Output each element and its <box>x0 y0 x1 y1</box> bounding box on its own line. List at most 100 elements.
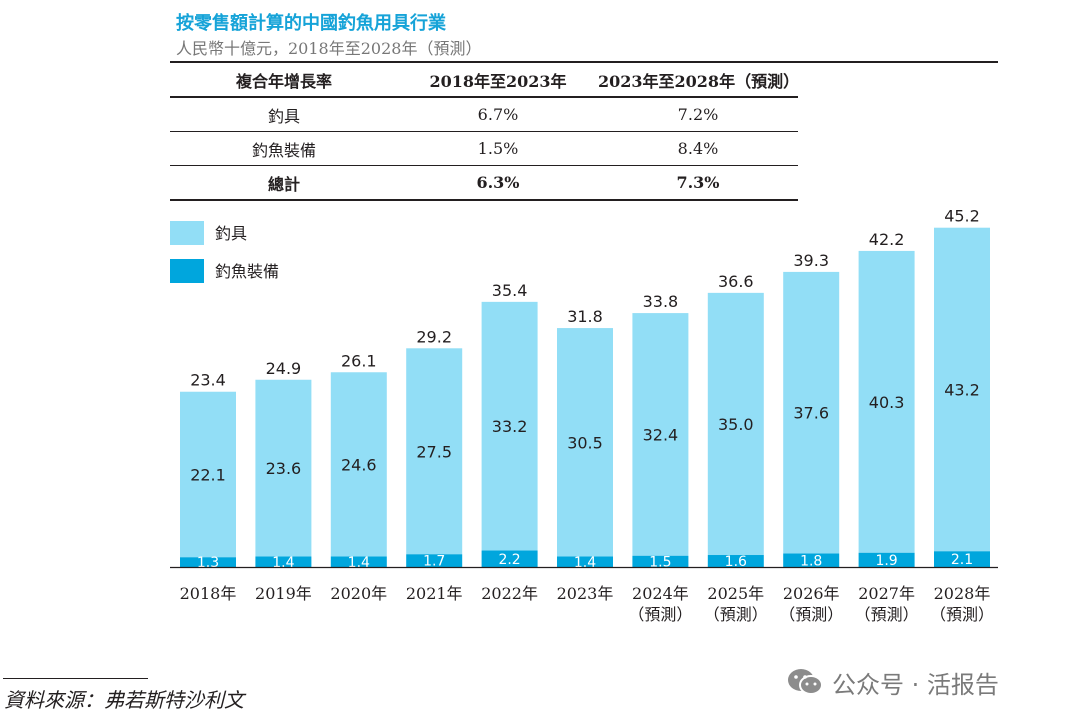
legend-swatch <box>170 221 204 245</box>
bar-segment-equipment <box>783 553 840 567</box>
legend-label: 釣魚裝備 <box>215 262 279 281</box>
bar-segment-equipment <box>934 551 990 567</box>
bar-segment-tackle <box>406 348 463 555</box>
x-tick-label: 2028年 <box>934 584 991 603</box>
data-label-total: 39.3 <box>793 251 829 270</box>
x-tick-label: 2021年 <box>406 584 463 603</box>
bar-segment-tackle <box>858 250 915 553</box>
bar-segment-equipment <box>180 557 236 567</box>
watermark: 公众号 · 活报告 <box>786 666 999 699</box>
data-label-total: 23.4 <box>190 371 226 390</box>
x-tick-label: 2022年 <box>481 584 538 603</box>
legend-swatch <box>170 259 204 283</box>
data-label-tackle: 24.6 <box>341 455 377 474</box>
data-label-total: 42.2 <box>869 230 905 249</box>
data-label-total: 33.8 <box>643 292 679 311</box>
data-label-tackle: 37.6 <box>793 404 829 423</box>
x-tick-label: 2026年 <box>783 584 840 603</box>
bar-segment-equipment <box>481 550 538 567</box>
data-label-equipment: 1.4 <box>574 555 596 571</box>
legend-label: 釣具 <box>215 224 247 243</box>
data-label-tackle: 33.2 <box>492 417 528 436</box>
bar-segment-tackle <box>180 391 236 558</box>
cagr-total-row: 總計 6.3% 7.3% <box>170 165 798 201</box>
x-tick-label: 2025年 <box>707 584 764 603</box>
bar-segment-equipment <box>557 556 613 567</box>
data-label-equipment: 1.9 <box>875 553 897 569</box>
data-label-total: 29.2 <box>416 327 452 346</box>
x-tick-label: 2027年 <box>858 584 915 603</box>
bar-segment-tackle <box>934 227 990 552</box>
data-label-equipment: 1.3 <box>197 555 219 571</box>
x-tick-label: 2019年 <box>255 584 312 603</box>
x-tick-label: 2020年 <box>330 584 387 603</box>
cagr-table: 複合年增長率 2018年至2023年 2023年至2028年（預測） 釣具 6.… <box>170 63 799 201</box>
bar-segment-tackle <box>481 301 538 551</box>
bar-segment-tackle <box>707 292 764 556</box>
x-tick-label: （預測） <box>628 605 692 624</box>
data-label-tackle: 22.1 <box>190 465 226 484</box>
bar-segment-equipment <box>858 552 915 567</box>
table-row: 釣魚裝備 1.5% 8.4% <box>170 131 798 166</box>
data-label-equipment: 1.5 <box>649 554 671 570</box>
bar-segment-tackle <box>632 313 689 556</box>
data-label-tackle: 30.5 <box>567 433 603 452</box>
data-label-tackle: 32.4 <box>643 425 679 444</box>
bar-segment-equipment <box>632 555 689 567</box>
header-rule <box>170 61 998 63</box>
cagr-total-label: 總計 <box>170 165 398 201</box>
cagr-total-value: 6.3% <box>398 165 598 201</box>
wechat-icon <box>788 669 823 695</box>
data-label-total: 45.2 <box>944 207 980 226</box>
data-label-equipment: 2.1 <box>951 552 973 568</box>
bar-segment-equipment <box>406 554 463 567</box>
bar-segment-tackle <box>330 372 387 557</box>
x-tick-label: （預測） <box>779 605 843 624</box>
source-rule <box>3 678 148 679</box>
data-label-equipment: 1.8 <box>800 553 822 569</box>
cagr-header-row: 複合年增長率 2018年至2023年 2023年至2028年（預測） <box>170 63 799 98</box>
data-label-total: 31.8 <box>567 307 603 326</box>
chart-title: 按零售額計算的中國釣魚用具行業 <box>176 13 446 34</box>
cagr-row-label: 釣魚裝備 <box>170 131 398 166</box>
cagr-row-label: 釣具 <box>170 97 398 132</box>
data-label-total: 26.1 <box>341 351 377 370</box>
cagr-header-cell: 複合年增長率 <box>170 63 398 98</box>
bar-segment-equipment <box>707 555 764 567</box>
x-tick-label: 2018年 <box>180 584 237 603</box>
cagr-value: 1.5% <box>398 131 598 166</box>
data-label-total: 24.9 <box>266 359 302 378</box>
x-tick-label: 2023年 <box>557 584 614 603</box>
cagr-header-cell: 2023年至2028年（預測） <box>598 63 799 98</box>
data-label-tackle: 43.2 <box>944 380 980 399</box>
cagr-value: 7.2% <box>598 97 798 132</box>
source-note: 資料來源：弗若斯特沙利文 <box>4 688 244 712</box>
data-label-equipment: 1.4 <box>348 555 370 571</box>
data-label-tackle: 35.0 <box>718 415 754 434</box>
cagr-value: 8.4% <box>598 131 798 166</box>
x-tick-label: （預測） <box>855 605 919 624</box>
data-label-total: 36.6 <box>718 272 754 291</box>
data-label-tackle: 40.3 <box>869 393 905 412</box>
data-label-equipment: 2.2 <box>498 552 520 568</box>
bar-segment-tackle <box>557 328 613 557</box>
data-label-equipment: 1.4 <box>272 555 294 571</box>
bar-segment-tackle <box>783 271 840 554</box>
bar-segment-equipment <box>255 556 312 567</box>
cagr-value: 6.7% <box>398 97 598 132</box>
stacked-bar-chart: 1.3 22.1 23.4 2018年 1.4 23.6 24.9 2019年 1.4 24.6 2… <box>170 207 998 624</box>
chart-subtitle: 人民幣十億元，2018年至2028年（預測） <box>176 39 482 58</box>
data-label-tackle: 23.6 <box>266 459 302 478</box>
table-row: 釣具 6.7% 7.2% <box>170 97 798 132</box>
cagr-total-value: 7.3% <box>598 165 798 201</box>
data-label-tackle: 27.5 <box>416 442 452 461</box>
x-tick-label: （預測） <box>930 605 994 624</box>
x-tick-label: 2024年 <box>632 584 689 603</box>
data-label-total: 35.4 <box>492 281 528 300</box>
watermark-text: 公众号 · 活报告 <box>832 670 999 699</box>
x-tick-label: （預測） <box>704 605 768 624</box>
cagr-header-cell: 2018年至2023年 <box>398 63 598 98</box>
bar-segment-tackle <box>255 379 312 557</box>
data-label-equipment: 1.6 <box>725 554 747 570</box>
data-label-equipment: 1.7 <box>423 554 445 570</box>
